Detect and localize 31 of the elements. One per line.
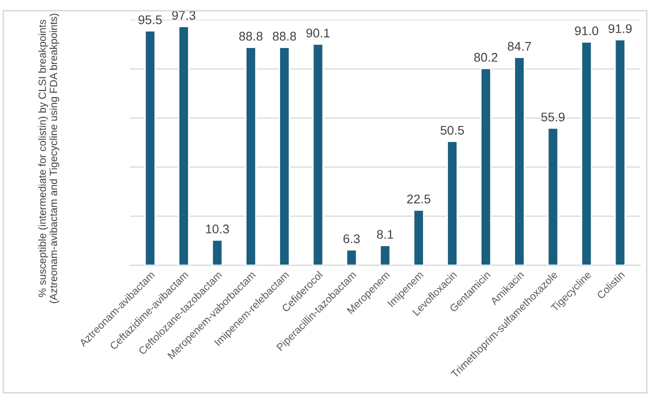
- bar: [278, 46, 290, 266]
- bar: [212, 239, 224, 266]
- data-label: 91.9: [608, 24, 632, 34]
- data-label: 8.1: [376, 230, 394, 239]
- data-label: 91.0: [574, 26, 598, 36]
- y-axis-title: % susceptible (intermediate for colistin) by CLSI breakpoints (Aztreonam-avibactam and Tigecycline using FDA breakpoints): [38, 14, 60, 304]
- data-label: 22.5: [407, 194, 430, 204]
- bar: [412, 209, 424, 266]
- bar: [446, 140, 458, 266]
- bar: [514, 56, 526, 266]
- data-label: 90.1: [306, 28, 330, 38]
- data-label: 55.9: [541, 112, 565, 122]
- bar: [379, 244, 391, 266]
- data-label: 10.3: [206, 224, 229, 234]
- data-label: 97.3: [172, 10, 196, 20]
- bar: [580, 41, 592, 266]
- data-label: 50.5: [440, 126, 464, 135]
- bar: [144, 30, 156, 266]
- bar: [480, 68, 492, 266]
- bar: [312, 43, 324, 266]
- data-label: 95.5: [138, 15, 162, 24]
- bar: [547, 127, 559, 266]
- data-label: 84.7: [508, 42, 531, 51]
- bar: [245, 46, 257, 266]
- data-label: 80.2: [474, 52, 498, 62]
- data-label: 6.3: [344, 234, 360, 244]
- bar: [346, 249, 358, 266]
- data-label: 88.8: [272, 32, 296, 41]
- bar: [178, 26, 190, 266]
- bar: [614, 38, 626, 266]
- data-label: 88.8: [239, 32, 262, 41]
